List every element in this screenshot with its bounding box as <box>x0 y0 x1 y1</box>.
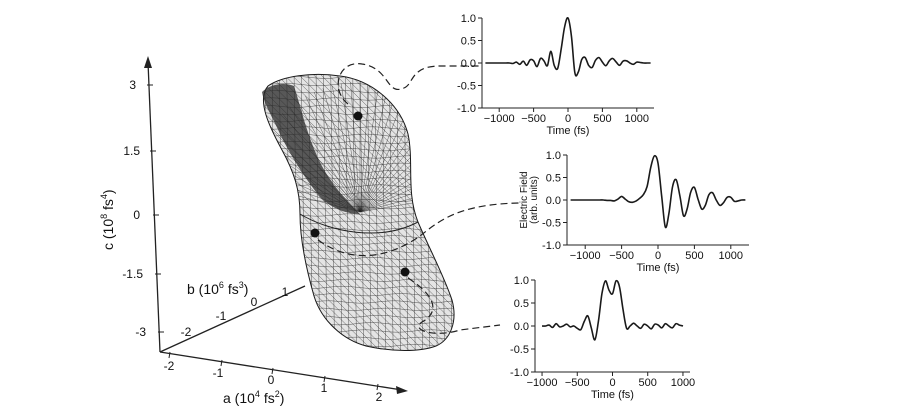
c-tick-label: -3 <box>135 325 146 339</box>
x-tick-label: 1000 <box>671 377 695 389</box>
c-axis-label: c (108 fs4) <box>99 189 116 250</box>
b-tick-label: 1 <box>282 285 289 299</box>
x-tick-label: −1000 <box>570 250 601 262</box>
y-tick-label: 1.0 <box>514 275 529 287</box>
y-tick-label: -0.5 <box>510 344 529 356</box>
a-tick-label: 2 <box>376 390 383 404</box>
a-axis-arrow <box>396 386 408 394</box>
y-tick-label: 0.5 <box>461 36 476 48</box>
y-tick-label: -1.0 <box>510 367 529 379</box>
x-tick-label: −500 <box>609 250 634 262</box>
y-tick-label: -1.0 <box>542 240 561 252</box>
series-line <box>541 279 684 341</box>
x-tick-label: 500 <box>639 377 657 389</box>
c-tick-label: 3 <box>129 78 136 92</box>
y-tick-label: -1.0 <box>457 103 476 115</box>
y-tick-label: -0.5 <box>542 218 561 230</box>
a-axis-line <box>159 351 403 391</box>
y-axis-label-units: (arb. units) <box>529 176 540 224</box>
b-axis-line <box>159 285 306 353</box>
y-tick-label: 0.0 <box>514 321 529 333</box>
surface-marker <box>310 228 320 238</box>
x-tick-label: −500 <box>565 377 590 389</box>
x-tick-label: 0 <box>609 377 615 389</box>
c-axis-ticks: 3 1.5 0 -1.5 -3 <box>122 78 164 339</box>
x-axis-label: Time (fs) <box>637 262 680 274</box>
series-line <box>570 154 746 229</box>
x-axis-label: Time (fs) <box>591 389 634 401</box>
y-tick-label: 0.0 <box>546 195 561 207</box>
x-tick-label: −500 <box>521 113 546 125</box>
y-tick-label: -0.5 <box>457 81 476 93</box>
x-tick-label: 0 <box>655 250 661 262</box>
inset-chart-3: 1.0 0.5 0.0 -0.5 -1.0−1000 −500 0 500 1000 Time (… <box>510 275 695 401</box>
c-tick-label: 0 <box>133 208 140 222</box>
inset-chart-2: 1.0 0.5 0.0 -0.5 -1.0 −1000 −500 0 500 1000 Time (… <box>519 150 749 274</box>
b-tick-label: -2 <box>181 325 192 339</box>
leader-line <box>407 277 501 334</box>
surface-marker <box>400 267 410 277</box>
y-tick-label: 0.5 <box>514 298 529 310</box>
inset-chart-1: 1.0 0.5 0.0 -0.5 -1.0 −1000 −500 0 500 1000 Time (… <box>457 13 654 137</box>
c-axis-line <box>147 61 161 353</box>
x-tick-label: 500 <box>685 250 703 262</box>
y-tick-label: 1.0 <box>461 13 476 25</box>
a-tick-label: 0 <box>268 373 275 387</box>
a-tick-label: -2 <box>164 359 175 373</box>
b-tick-label: 0 <box>251 295 258 309</box>
surface-plot: 3 1.5 0 -1.5 -3 c (108 fs4) -2 -1 0 1 2 … <box>99 56 521 406</box>
b-axis-label: b (106 fs3) <box>187 280 248 297</box>
x-tick-label: −1000 <box>527 377 558 389</box>
surface-dark-fold <box>262 84 360 214</box>
c-axis-arrow <box>144 56 152 68</box>
surface-ridge <box>299 213 419 234</box>
y-axis-label: Electric Field <box>519 171 530 228</box>
a-axis-label: a (104 fs2) <box>223 389 284 406</box>
c-tick-label: 1.5 <box>123 144 140 158</box>
a-tick-label: 1 <box>321 381 328 395</box>
b-tick-label: -1 <box>216 309 227 323</box>
x-tick-label: 1000 <box>719 250 743 262</box>
y-tick-label: 0.0 <box>461 58 476 70</box>
x-tick-label: 1000 <box>625 113 649 125</box>
x-tick-label: 500 <box>593 113 611 125</box>
x-tick-label: 0 <box>565 113 571 125</box>
a-tick-label: -1 <box>213 366 224 380</box>
x-tick-label: −1000 <box>484 113 515 125</box>
series-line <box>485 16 651 77</box>
c-tick-label: -1.5 <box>122 267 143 281</box>
b-axis-ticks: -2 -1 0 1 <box>181 285 289 339</box>
leader-line <box>337 63 480 105</box>
a-axis-ticks: -2 -1 0 1 2 <box>164 351 383 404</box>
x-axis-label: Time (fs) <box>547 125 590 137</box>
y-tick-label: 1.0 <box>546 150 561 162</box>
surface-marker <box>353 111 363 121</box>
y-tick-label: 0.5 <box>546 173 561 185</box>
